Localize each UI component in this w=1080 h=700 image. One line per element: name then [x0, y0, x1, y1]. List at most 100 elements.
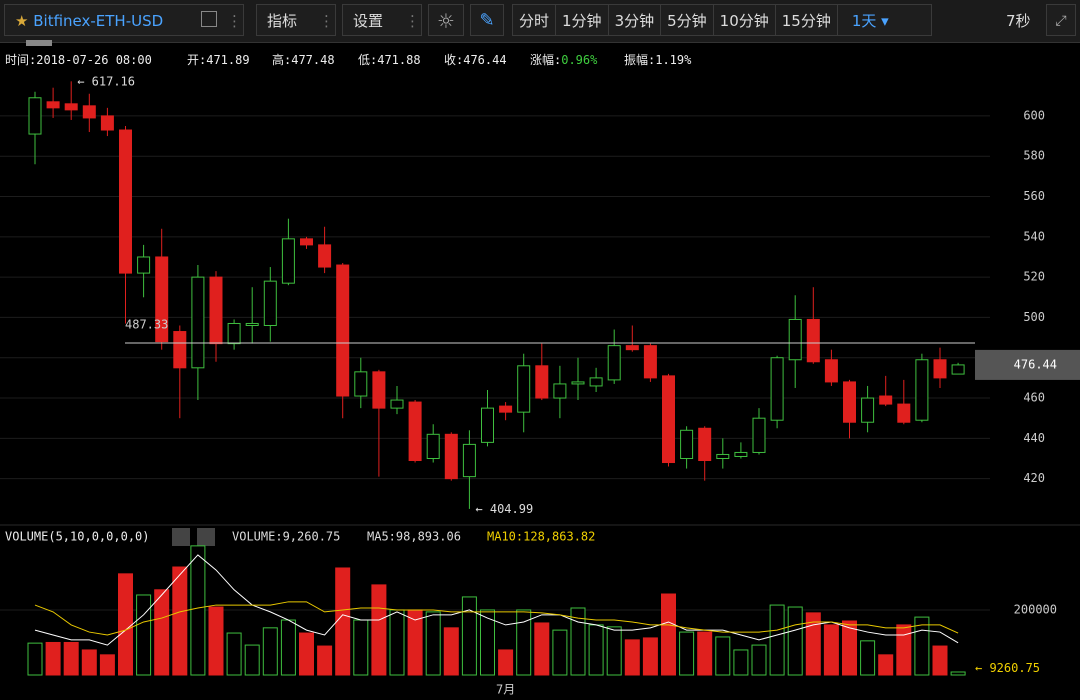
legend-item: MA10:128,863.82: [487, 530, 595, 544]
candle-body: [191, 276, 205, 369]
candle-body: [426, 433, 440, 459]
candle-body: [119, 129, 132, 274]
volume-bar: [480, 609, 495, 676]
candle-body: [933, 359, 947, 379]
candle-body: [698, 427, 712, 462]
countdown: 7秒: [1006, 12, 1031, 30]
volume-bar: [787, 606, 803, 676]
volume-bar: [63, 641, 79, 676]
volume-bar: [751, 644, 767, 676]
info-label: 高:: [272, 52, 291, 67]
info-item: 低:471.88: [358, 53, 421, 67]
volume-bar: [860, 640, 876, 676]
symbol-button[interactable]: ★ Bitfinex-ETH-USD ⋮: [4, 4, 244, 36]
close-icon: [197, 528, 215, 546]
candle-body: [553, 383, 567, 399]
volume-bar: [99, 654, 115, 676]
high-annotation: ← 617.16: [77, 74, 135, 88]
candle-body: [209, 276, 223, 345]
info-value: 477.48: [291, 53, 334, 67]
period-button[interactable]: 分时: [513, 5, 557, 35]
menu-dots[interactable]: ⋮: [227, 12, 242, 30]
candle-body: [481, 407, 494, 443]
volume-bar: [353, 619, 369, 676]
last-volume: ← 9260.75: [975, 660, 1040, 674]
volume-bar: [842, 620, 857, 676]
info-value: 1.19%: [655, 53, 692, 67]
candle-body: [300, 238, 313, 246]
volume-bar: [588, 624, 604, 676]
period-button[interactable]: 1分钟: [556, 5, 609, 35]
info-item: 振幅:1.19%: [624, 52, 692, 67]
star-icon: ★: [15, 12, 29, 30]
period-button[interactable]: 10分钟: [714, 5, 776, 35]
gear-icon: [172, 528, 190, 546]
candle-body: [499, 405, 513, 413]
candle-body: [788, 318, 802, 361]
volume-bar: [154, 589, 170, 676]
info-item: 开:471.89: [187, 53, 250, 67]
button-label: 设置: [353, 12, 384, 30]
volume-bar: [534, 622, 550, 676]
volume-bar: [624, 639, 640, 676]
arrow: ←: [975, 660, 989, 674]
volume-bar: [443, 627, 459, 676]
candle-body: [643, 345, 657, 379]
chart: 时间:2018-07-26 08:00 开:471.89 高:477.48 低:471…: [0, 52, 1080, 697]
volume-bar: [914, 616, 930, 676]
candle-body: [861, 397, 875, 423]
info-item: 涨幅:0.96%: [530, 52, 598, 67]
low-annotation: ← 404.99: [475, 501, 533, 515]
candle-body: [951, 364, 965, 375]
indicator-button[interactable]: 指标 ⋮: [256, 4, 336, 36]
period-button[interactable]: 15分钟: [776, 5, 838, 35]
candle-body: [263, 280, 277, 326]
candle-body: [318, 244, 332, 268]
candle-body: [46, 101, 60, 109]
info-label: 涨幅:: [530, 52, 561, 67]
symbol: Bitfinex-ETH-USD: [33, 12, 164, 30]
candle-body: [843, 381, 856, 423]
candle-body: [535, 365, 549, 399]
candle-body: [680, 429, 694, 459]
draw-button[interactable]: ✎: [470, 4, 504, 36]
info-value: 471.88: [377, 53, 420, 67]
volume-bar: [715, 636, 731, 676]
info-label: 低:: [358, 53, 377, 67]
period-button[interactable]: 1天 ▾: [851, 12, 889, 30]
candle-body: [281, 238, 295, 284]
candle-body: [607, 345, 621, 381]
volume-bar: [606, 626, 622, 676]
y-tick-label: 500: [1023, 310, 1045, 324]
period-button[interactable]: 5分钟: [661, 5, 714, 35]
popout-icon[interactable]: [201, 11, 217, 27]
volume-bar: [389, 609, 405, 676]
candle-body: [28, 97, 42, 135]
info-label: 振幅:: [624, 52, 655, 67]
volume-bar: [878, 654, 894, 676]
settings-button[interactable]: 设置 ⋮: [342, 4, 422, 36]
theme-button[interactable]: ☼: [428, 4, 464, 36]
volume-bar: [932, 645, 948, 676]
volume-bar: [950, 671, 966, 676]
volume-bar: [425, 611, 441, 676]
legend-item: VOLUME:9,260.75: [232, 530, 340, 544]
fullscreen-button[interactable]: ⤢: [1046, 4, 1076, 36]
info-label: 时间:: [5, 53, 36, 67]
candle-body: [354, 371, 368, 397]
info-value: 471.89: [206, 53, 249, 67]
volume-bar: [769, 604, 785, 676]
volume-bar: [552, 629, 568, 676]
period-button[interactable]: 3分钟: [609, 5, 662, 35]
arrow: ←: [475, 501, 489, 515]
y-tick-label: 540: [1023, 229, 1045, 243]
volume-bar: [697, 631, 713, 676]
volume-bar: [299, 632, 314, 676]
volume-bar: [642, 637, 658, 676]
info-value: 0.96%: [561, 53, 598, 67]
candle-body: [173, 331, 187, 369]
y-tick-label: 440: [1023, 431, 1045, 445]
volume-bar: [81, 649, 97, 676]
period-group: 分时 1分钟 3分钟 5分钟 10分钟 15分钟 1天 ▾: [512, 4, 932, 36]
volume-bar: [45, 641, 61, 676]
